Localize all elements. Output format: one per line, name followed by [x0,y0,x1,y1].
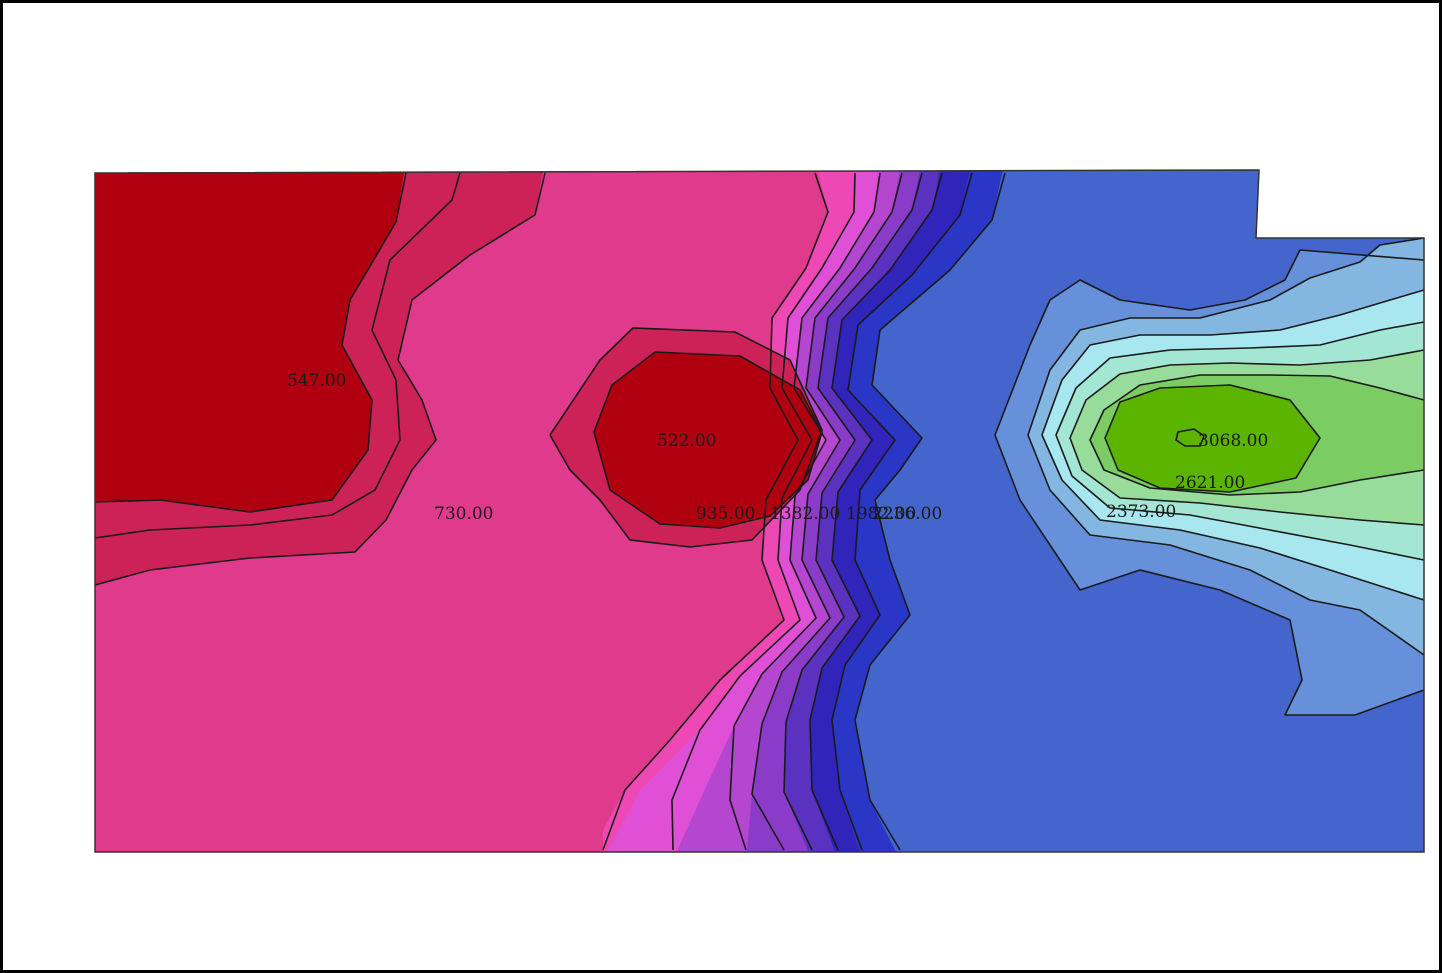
contour-label-1382: 1382.00 [770,504,840,524]
band-green [1105,385,1320,492]
contour-label-3068: 3068.00 [1198,431,1268,451]
band-dark-red-nw [95,170,406,512]
contour-label-730: 730.00 [434,504,493,524]
contour-labels: 547.00 522.00 730.00 935.00 1382.00 1982… [287,371,1268,524]
map-boundary [94,169,1425,853]
band-dark-red-center [594,352,822,528]
contour-label-2236: 2236.00 [872,504,942,524]
contour-label-2373: 2373.00 [1106,502,1176,522]
contour-label-547: 547.00 [287,371,346,391]
contour-label-2621: 2621.00 [1175,473,1245,493]
contour-label-935: 935.00 [696,504,755,524]
contour-lines [94,172,1425,851]
contour-label-1982: 1982.00 [846,504,916,524]
contour-label-522: 522.00 [657,431,716,451]
